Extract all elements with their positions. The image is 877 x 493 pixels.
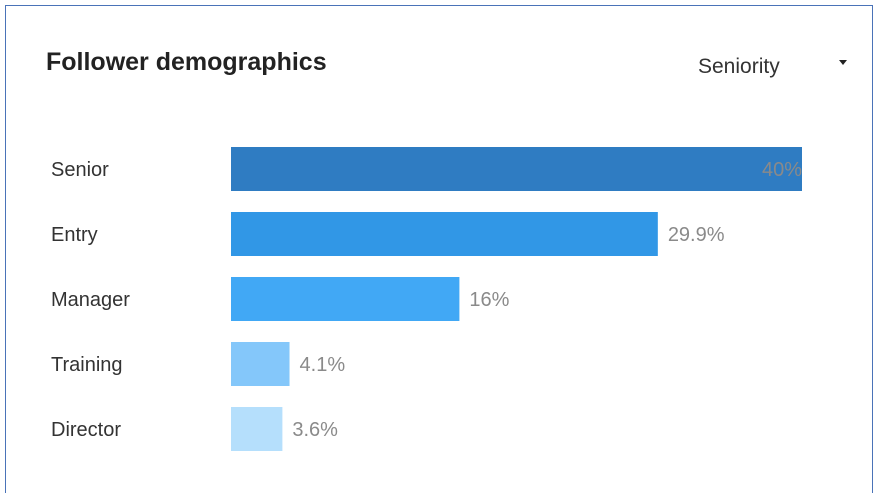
category-label-entry: Entry (51, 224, 98, 246)
category-label-senior: Senior (51, 159, 109, 181)
value-label-senior: 40% (762, 159, 802, 181)
card-title: Follower demographics (46, 48, 327, 76)
bar-entry[interactable] (231, 212, 658, 256)
value-label-manager: 16% (469, 289, 509, 311)
category-label-manager: Manager (51, 289, 130, 311)
value-label-entry: 29.9% (668, 224, 725, 246)
caret-down-icon (839, 60, 847, 65)
value-label-director: 3.6% (292, 419, 338, 441)
value-label-training: 4.1% (300, 354, 346, 376)
bar-manager[interactable] (231, 277, 460, 321)
category-label-training: Training (51, 354, 123, 376)
bar-director[interactable] (231, 407, 283, 451)
seniority-dropdown[interactable]: Seniority (694, 52, 859, 84)
bar-senior[interactable] (231, 147, 802, 191)
bar-training[interactable] (231, 342, 290, 386)
category-label-director: Director (51, 419, 121, 441)
dropdown-selected-value: Seniority (698, 55, 780, 78)
